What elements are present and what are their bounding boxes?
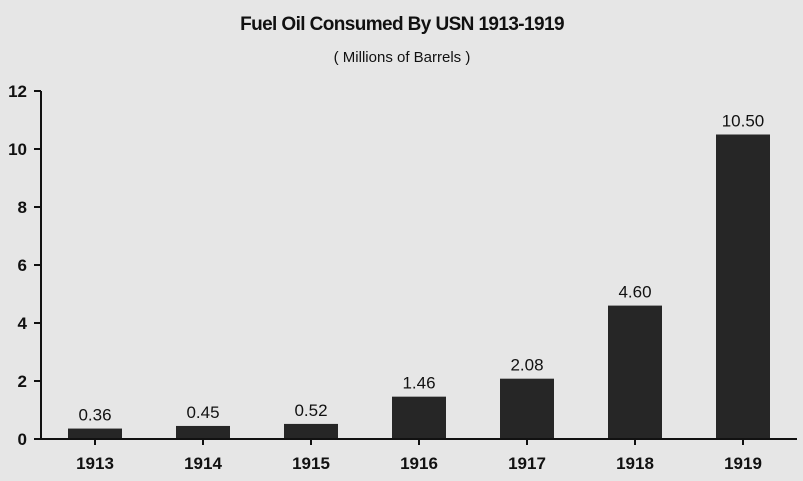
x-tick-label-1916: 1916 bbox=[400, 454, 438, 473]
x-tick-label-1915: 1915 bbox=[292, 454, 330, 473]
x-axis: 1913 1914 1915 1916 1917 1918 1919 bbox=[76, 439, 762, 473]
y-tick-label: 4 bbox=[18, 314, 28, 333]
y-tick-label: 10 bbox=[8, 140, 27, 159]
data-label-1919: 10.50 bbox=[722, 112, 765, 131]
data-labels: 0.36 0.45 0.52 1.46 2.08 4.60 10.50 bbox=[78, 112, 764, 425]
data-label-1918: 4.60 bbox=[618, 283, 651, 302]
y-tick-label: 12 bbox=[8, 82, 27, 101]
x-tick-label-1917: 1917 bbox=[508, 454, 546, 473]
y-tick-label: 0 bbox=[18, 430, 27, 449]
bar-1915 bbox=[284, 423, 338, 439]
bar-1914 bbox=[176, 425, 230, 439]
y-tick-label: 2 bbox=[18, 372, 27, 391]
data-label-1914: 0.45 bbox=[186, 403, 219, 422]
x-tick-label-1918: 1918 bbox=[616, 454, 654, 473]
x-tick-label-1914: 1914 bbox=[184, 454, 222, 473]
bar-1913 bbox=[68, 428, 122, 439]
chart-title: Fuel Oil Consumed By USN 1913-1919 bbox=[240, 14, 564, 35]
data-label-1915: 0.52 bbox=[294, 401, 327, 420]
x-tick-label-1919: 1919 bbox=[724, 454, 762, 473]
chart-subtitle: ( Millions of Barrels ) bbox=[334, 49, 471, 66]
data-label-1913: 0.36 bbox=[78, 406, 111, 425]
y-tick-label: 6 bbox=[18, 256, 27, 275]
bar-1917 bbox=[500, 378, 554, 439]
data-label-1917: 2.08 bbox=[510, 356, 543, 375]
bar-1916 bbox=[392, 396, 446, 439]
y-axis: 0 2 4 6 8 10 12 bbox=[8, 82, 41, 449]
bar-1918 bbox=[608, 305, 662, 439]
bars bbox=[68, 134, 770, 439]
x-tick-label-1913: 1913 bbox=[76, 454, 114, 473]
bar-1919 bbox=[716, 134, 770, 439]
data-label-1916: 1.46 bbox=[402, 374, 435, 393]
y-tick-label: 8 bbox=[18, 198, 27, 217]
